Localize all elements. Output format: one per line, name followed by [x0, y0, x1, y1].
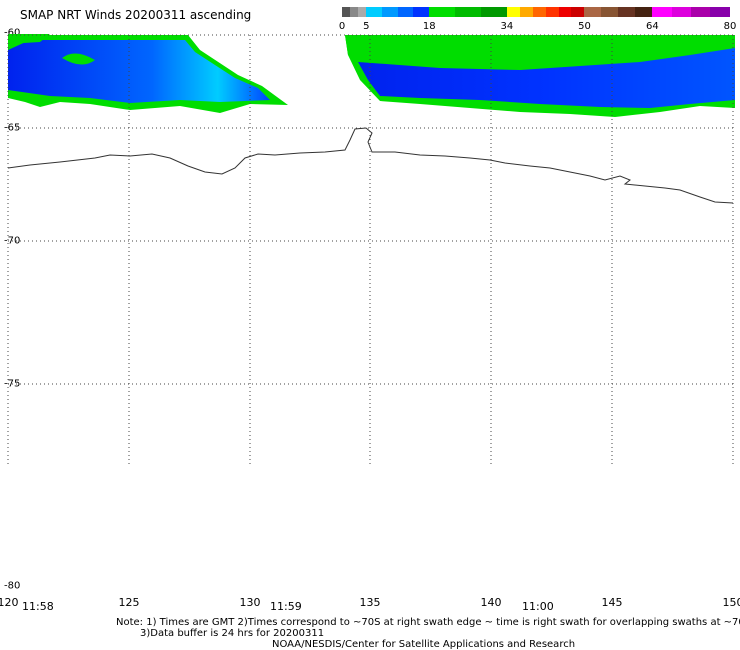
colorbar-cell-1-1	[381, 7, 398, 17]
colorbar-tick-50: 50	[578, 21, 591, 32]
colorbar-cell-1-2	[397, 7, 414, 17]
swath-time-3: 11:00	[522, 600, 554, 613]
colorbar-cell-4-3	[635, 7, 653, 17]
colorbar-cell-3-3	[545, 7, 559, 17]
lat-label-60: -60	[4, 27, 21, 39]
swath-time-2: 11:59	[270, 600, 302, 613]
colorbar-tick-34: 34	[500, 21, 514, 32]
colorbar-tick-0: 0	[338, 21, 346, 32]
map-title: SMAP NRT Winds 20200311 ascending	[20, 8, 252, 22]
colorbar-cell-4-0	[584, 7, 602, 17]
right-wind-swath	[345, 35, 735, 117]
colorbar-cell-0-2	[358, 7, 367, 17]
note-line-3: NOAA/NESDIS/Center for Satellite Applica…	[272, 639, 576, 650]
colorbar-cell-4-1	[601, 7, 619, 17]
colorbar-cell-2-0	[429, 7, 456, 17]
swath-time-1: 11:58	[22, 600, 54, 613]
colorbar-tick-5: 5	[363, 21, 370, 32]
lon-label-145: 145	[601, 596, 623, 609]
colorbar-cell-3-1	[519, 7, 533, 17]
colorbar-cell-5-2	[691, 7, 711, 17]
lon-label-150: 150	[722, 596, 740, 609]
colorbar-tick-64: 64	[646, 21, 659, 32]
colorbar-cell-3-4	[558, 7, 572, 17]
colorbar-cell-0-1	[350, 7, 359, 17]
lat-label-80: -80	[4, 580, 21, 592]
note-line-2: 3)Data buffer is 24 hrs for 20200311	[140, 628, 325, 639]
colorbar-cell-2-1	[455, 7, 481, 17]
lon-label-125: 125	[118, 596, 140, 609]
lon-label-130: 130	[239, 596, 261, 609]
colorbar-tick-80: 80	[723, 21, 737, 32]
colorbar-cell-2-2	[480, 7, 507, 17]
lon-label-140: 140	[480, 596, 502, 609]
lon-label-120: 120	[0, 596, 19, 609]
colorbar-cell-5-3	[710, 7, 730, 17]
colorbar-tick-18: 18	[422, 21, 436, 32]
antarctic-coastline	[7, 127, 734, 204]
colorbar-cell-0-0	[342, 7, 351, 17]
colorbar-cell-4-2	[618, 7, 636, 17]
colorbar-cell-3-5	[571, 7, 585, 17]
note-line-1: Note: 1) Times are GMT 2)Times correspon…	[116, 617, 740, 628]
colorbar-cell-1-0	[366, 7, 382, 17]
colorbar-cell-3-0	[506, 7, 520, 17]
lon-label-135: 135	[359, 596, 381, 609]
wind-speed-colorbar	[342, 7, 730, 17]
colorbar-cell-3-2	[532, 7, 546, 17]
colorbar-cell-5-0	[652, 7, 672, 17]
colorbar-cell-5-1	[671, 7, 691, 17]
colorbar-cell-1-3	[413, 7, 430, 17]
left-wind-swath	[8, 34, 288, 113]
